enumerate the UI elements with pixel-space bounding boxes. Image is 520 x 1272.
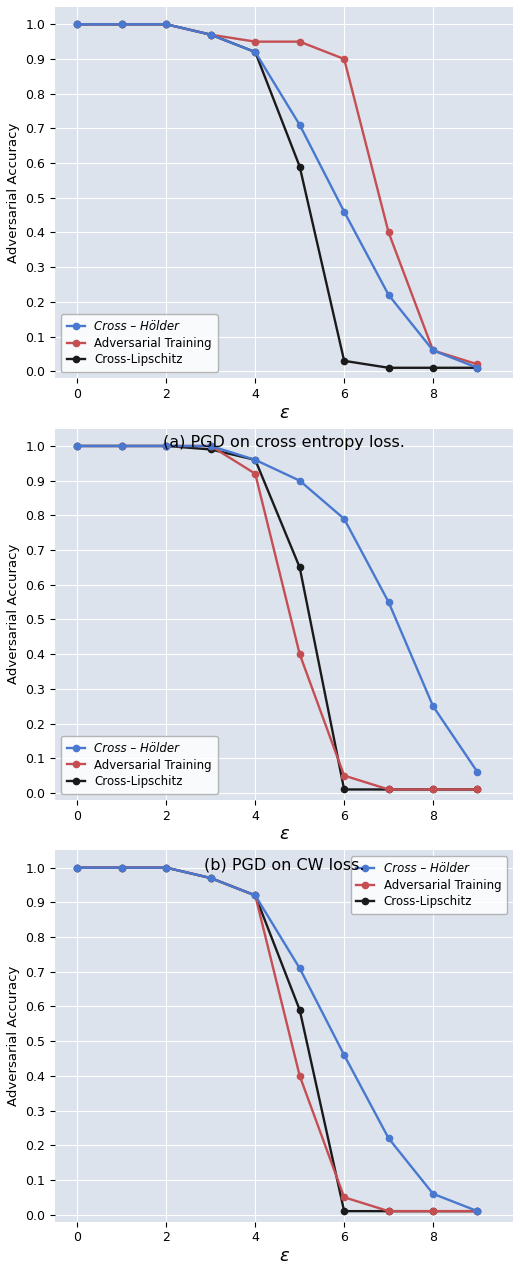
X-axis label: ε: ε: [279, 1247, 289, 1266]
X-axis label: ε: ε: [279, 403, 289, 422]
Legend: Cross – Hölder, Adversarial Training, Cross-Lipschitz: Cross – Hölder, Adversarial Training, Cr…: [61, 314, 218, 373]
Legend: Cross – Hölder, Adversarial Training, Cross-Lipschitz: Cross – Hölder, Adversarial Training, Cr…: [350, 856, 507, 915]
Y-axis label: Adversarial Accuracy: Adversarial Accuracy: [7, 544, 20, 684]
Y-axis label: Adversarial Accuracy: Adversarial Accuracy: [7, 965, 20, 1107]
Text: (b) PGD on CW loss.: (b) PGD on CW loss.: [204, 857, 365, 873]
Y-axis label: Adversarial Accuracy: Adversarial Accuracy: [7, 122, 20, 263]
Legend: Cross – Hölder, Adversarial Training, Cross-Lipschitz: Cross – Hölder, Adversarial Training, Cr…: [61, 736, 218, 794]
X-axis label: ε: ε: [279, 826, 289, 843]
Text: (a) PGD on cross entropy loss.: (a) PGD on cross entropy loss.: [163, 435, 405, 450]
